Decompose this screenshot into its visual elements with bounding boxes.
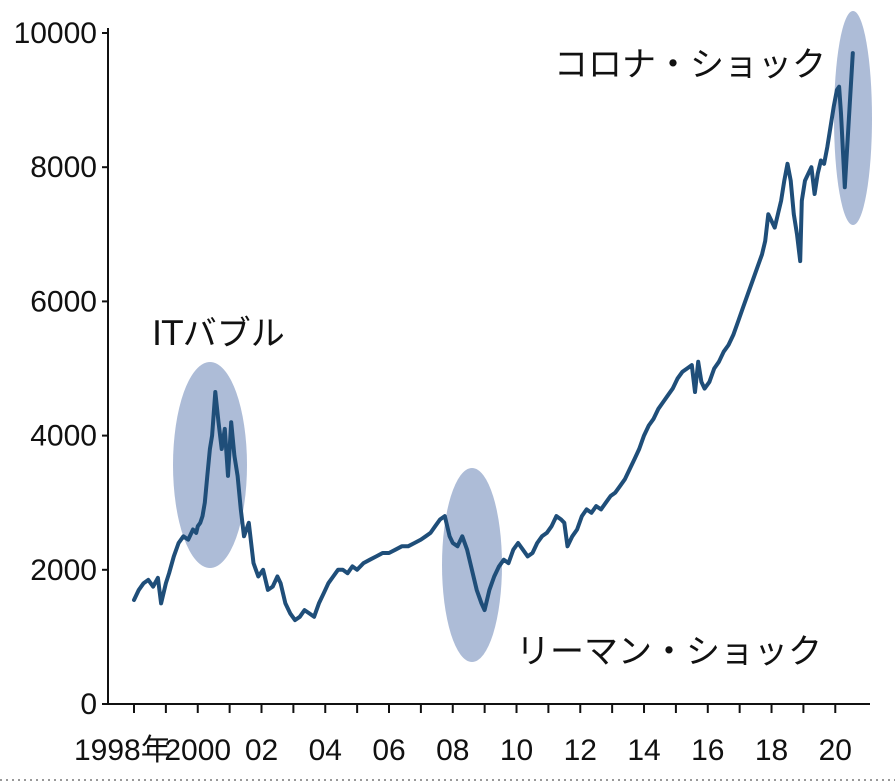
x-tick-label: 04 <box>309 734 342 767</box>
axes <box>107 28 870 705</box>
y-tick-label: 4000 <box>30 420 97 453</box>
x-tick-label: 18 <box>755 734 788 767</box>
x-tick-label: 20 <box>819 734 852 767</box>
y-tick-label: 10000 <box>14 17 97 50</box>
series-line <box>132 51 855 623</box>
x-tick-label: 1998年 <box>74 734 171 767</box>
x-tick-label: 02 <box>245 734 278 767</box>
annotation-label: ITバブル <box>152 314 285 354</box>
x-tick-label: 16 <box>691 734 724 767</box>
y-tick-label: 6000 <box>30 285 97 318</box>
y-ticks: 0 2000 4000 6000 8000 10000 <box>14 17 108 721</box>
x-tick-label: 10 <box>500 734 533 767</box>
y-tick-label: 8000 <box>30 151 97 184</box>
x-tick-label: 06 <box>372 734 405 767</box>
x-tick-label: 2000 <box>164 734 231 767</box>
x-tick-label: 14 <box>627 734 660 767</box>
x-tick-label: 08 <box>436 734 469 767</box>
annotation-label: リーマン・ショック <box>516 632 822 672</box>
annotation-label: コロナ・ショック <box>554 45 826 85</box>
x-tick-label: 12 <box>564 734 597 767</box>
y-tick-label: 0 <box>80 688 97 721</box>
series-group <box>132 51 855 623</box>
y-tick-label: 2000 <box>30 554 97 587</box>
